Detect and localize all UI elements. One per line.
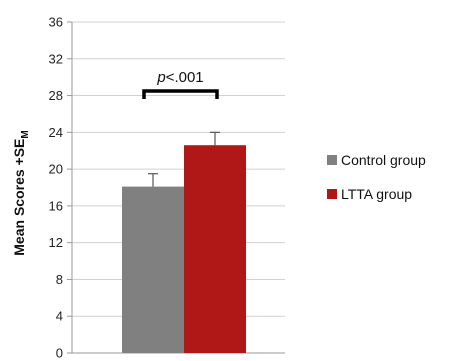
legend-label: Control group [341, 152, 426, 168]
legend: Control group LTTA group [327, 152, 426, 202]
y-axis-ticks: 0 4 8 12 16 20 24 28 32 36 [49, 15, 72, 361]
legend-swatch [327, 155, 337, 165]
bars [122, 145, 246, 353]
y-tick-label: 8 [56, 272, 63, 287]
y-tick-label: 28 [49, 88, 63, 103]
bar-ltta-group [184, 145, 246, 353]
y-tick-label: 20 [49, 162, 63, 177]
legend-label: LTTA group [341, 186, 412, 202]
significance-bracket-line [142, 89, 219, 99]
legend-swatch [327, 189, 337, 199]
y-tick-label: 24 [49, 125, 63, 140]
y-tick-label: 4 [56, 309, 63, 324]
y-tick-label: 32 [49, 51, 63, 66]
significance-label: p<.001 [156, 69, 203, 86]
gridlines [72, 21, 285, 317]
bar-control-group [122, 186, 184, 353]
y-tick-label: 36 [49, 15, 63, 30]
y-axis-label: Mean Scores +SEM [11, 130, 31, 255]
y-tick-label: 16 [49, 198, 63, 213]
y-axis-label-subscript: M [20, 130, 31, 138]
y-axis-label-text: Mean Scores +SE [11, 139, 27, 256]
significance-value: <.001 [166, 69, 204, 86]
y-tick-label: 0 [56, 346, 63, 361]
significance-p: p [156, 69, 165, 86]
y-tick-label: 12 [49, 235, 63, 250]
error-bars [148, 131, 220, 187]
significance-bracket [142, 89, 219, 99]
